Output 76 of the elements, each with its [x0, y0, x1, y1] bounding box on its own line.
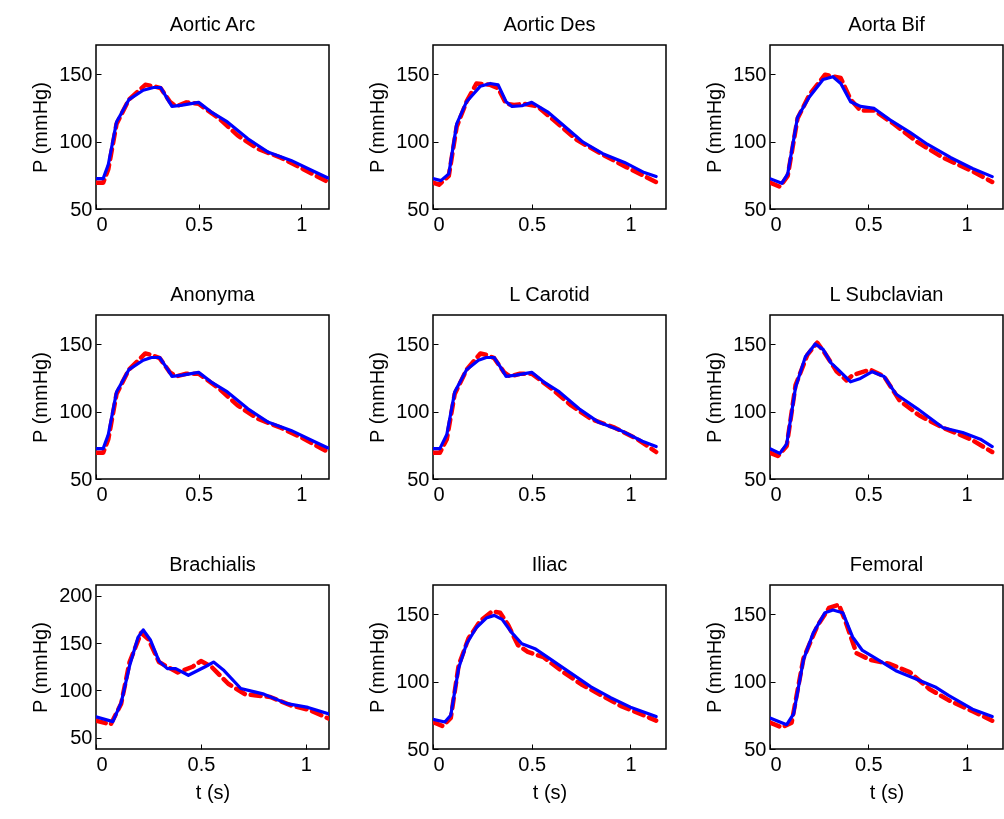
y-tick-label: 50 — [407, 467, 430, 490]
x-tick-label: 1 — [625, 752, 637, 775]
x-tick-label: 0 — [770, 482, 782, 505]
y-tick-label: 50 — [744, 737, 767, 760]
y-tick-label: 150 — [733, 62, 767, 85]
y-tick-label: 100 — [396, 130, 430, 153]
x-tick-label: 0 — [770, 752, 782, 775]
chart-title: Femoral — [849, 553, 924, 575]
y-axis-title: P (mmHg) — [29, 622, 52, 713]
x-tick-label: 0 — [96, 752, 108, 775]
x-tick-label: 0 — [433, 482, 445, 505]
x-tick-label: 0.5 — [187, 752, 216, 775]
chart-title: Iliac — [531, 553, 568, 575]
y-axis-title: P (mmHg) — [29, 82, 52, 173]
x-axis-title: t (s) — [195, 780, 231, 803]
x-tick-label: 0 — [96, 482, 108, 505]
y-tick-label: 50 — [70, 726, 93, 749]
x-tick-label: 0 — [96, 212, 108, 235]
y-tick-label: 150 — [396, 332, 430, 355]
y-tick-label: 50 — [407, 197, 430, 220]
y-tick-label: 150 — [59, 332, 93, 355]
x-tick-label: 0.5 — [854, 482, 883, 505]
x-tick-label: 0 — [433, 752, 445, 775]
chart-title: Brachialis — [169, 553, 256, 575]
y-tick-label: 100 — [733, 670, 767, 693]
x-tick-label: 0.5 — [518, 212, 547, 235]
x-axis-title: t (s) — [869, 780, 905, 803]
chart-title: L Subclavian — [829, 283, 944, 305]
x-tick-label: 1 — [296, 482, 308, 505]
y-tick-label: 50 — [744, 197, 767, 220]
x-tick-label: 0 — [433, 212, 445, 235]
y-axis-title: P (mmHg) — [366, 82, 389, 173]
x-tick-label: 1 — [296, 212, 308, 235]
y-tick-label: 150 — [396, 602, 430, 625]
y-axis-title: P (mmHg) — [703, 622, 726, 713]
x-tick-label: 0.5 — [854, 752, 883, 775]
y-tick-label: 150 — [59, 62, 93, 85]
y-tick-label: 100 — [59, 400, 93, 423]
y-tick-label: 50 — [70, 467, 93, 490]
chart-title: Anonyma — [170, 283, 256, 305]
y-tick-label: 100 — [733, 130, 767, 153]
y-tick-label: 50 — [407, 737, 430, 760]
y-tick-label: 150 — [733, 332, 767, 355]
y-tick-label: 200 — [59, 584, 93, 607]
y-axis-title: P (mmHg) — [366, 622, 389, 713]
chart-title: Aortic Des — [503, 13, 596, 35]
chart-title: Aortic Arc — [169, 13, 256, 35]
y-tick-label: 100 — [59, 678, 93, 701]
chart-title: L Carotid — [509, 283, 590, 305]
x-tick-label: 1 — [300, 752, 312, 775]
x-tick-label: 0.5 — [854, 212, 883, 235]
x-tick-label: 1 — [625, 212, 637, 235]
y-tick-label: 150 — [733, 602, 767, 625]
y-tick-label: 50 — [744, 467, 767, 490]
x-axis-title: t (s) — [532, 780, 568, 803]
x-tick-label: 0 — [770, 212, 782, 235]
x-tick-label: 1 — [961, 212, 973, 235]
y-axis-title: P (mmHg) — [366, 352, 389, 443]
y-axis-title: P (mmHg) — [29, 352, 52, 443]
y-tick-label: 50 — [70, 197, 93, 220]
y-tick-label: 100 — [396, 670, 430, 693]
x-tick-label: 0.5 — [518, 752, 547, 775]
x-tick-label: 1 — [961, 752, 973, 775]
x-tick-label: 1 — [625, 482, 637, 505]
x-tick-label: 1 — [961, 482, 973, 505]
x-tick-label: 0.5 — [185, 212, 214, 235]
y-tick-label: 150 — [59, 631, 93, 654]
x-tick-label: 0.5 — [518, 482, 547, 505]
y-tick-label: 150 — [396, 62, 430, 85]
x-tick-label: 0.5 — [185, 482, 214, 505]
y-tick-label: 100 — [396, 400, 430, 423]
y-tick-label: 100 — [733, 400, 767, 423]
y-axis-title: P (mmHg) — [703, 352, 726, 443]
y-axis-title: P (mmHg) — [703, 82, 726, 173]
y-tick-label: 100 — [59, 130, 93, 153]
chart-title: Aorta Bif — [848, 13, 926, 35]
